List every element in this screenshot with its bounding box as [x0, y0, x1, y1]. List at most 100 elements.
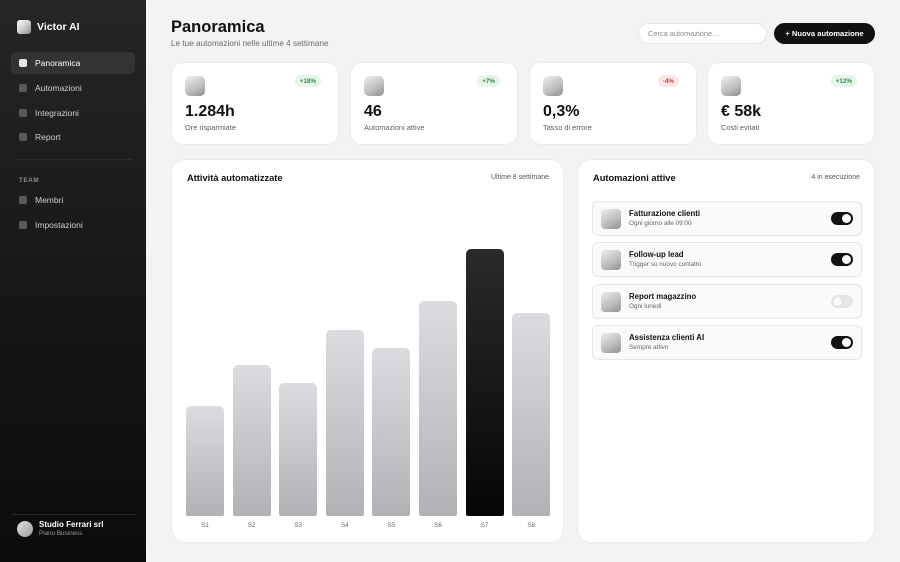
- new-automation-button[interactable]: + Nuova automazione: [774, 23, 875, 44]
- automation-name: Assistenza clienti AI: [629, 333, 705, 342]
- support-icon: [601, 333, 621, 353]
- active-automations-title: Automazioni attive: [593, 173, 676, 183]
- lead-icon: [601, 250, 621, 270]
- automation-row[interactable]: Follow-up lead Trigger su nuovo contatto: [592, 242, 862, 277]
- x-tick-label: S7: [480, 522, 489, 529]
- automation-name: Report magazzino: [629, 292, 697, 301]
- app-name: Victor AI: [37, 21, 80, 33]
- bar-s2[interactable]: [232, 365, 271, 516]
- sidebar-item-report[interactable]: Report: [11, 126, 135, 148]
- automation-row[interactable]: Report magazzino Ogni lunedì: [592, 284, 862, 319]
- clock-icon: [185, 76, 205, 96]
- automation-icon: [19, 83, 27, 92]
- automation-schedule: Ogni lunedì: [629, 303, 662, 310]
- automation-toggle[interactable]: [831, 212, 853, 225]
- x-tick-label: S6: [434, 522, 442, 529]
- sidebar-item-label: Impostazioni: [35, 219, 83, 230]
- stat-value: € 58k: [721, 103, 762, 120]
- dashboard-icon: [19, 59, 27, 67]
- team-section-label: TEAM: [19, 177, 40, 184]
- sidebar-item-label: Report: [35, 132, 61, 143]
- stat-card-error-rate: -4% 0,3% Tasso di errore: [529, 62, 697, 145]
- invoice-icon: [601, 209, 621, 229]
- stat-card-hours-saved: +18% 1.284h Ore risparmiate: [171, 62, 339, 145]
- toggle-knob: [842, 255, 851, 264]
- sidebar-item-panoramica[interactable]: Panoramica: [11, 52, 135, 74]
- x-tick-label: S1: [201, 522, 209, 529]
- automation-toggle[interactable]: [831, 336, 853, 349]
- user-plan: Piano Business: [39, 529, 83, 537]
- x-tick-label: S3: [294, 522, 303, 529]
- alert-icon: [543, 76, 563, 96]
- logo-icon: [17, 20, 31, 34]
- sidebar: Victor AI Panoramica Automazioni Integra…: [0, 0, 146, 562]
- active-automations-panel: Automazioni attive 4 in esecuzione Fattu…: [577, 159, 875, 543]
- page-subtitle: Le tue automazioni nelle ultime 4 settim…: [171, 39, 329, 48]
- automation-toggle[interactable]: [831, 295, 853, 308]
- toggle-knob: [833, 297, 842, 306]
- bar-s6[interactable]: [419, 301, 457, 516]
- warehouse-icon: [601, 292, 621, 312]
- stat-label: Costi evitati: [721, 123, 760, 132]
- toggle-knob: [842, 338, 851, 347]
- stat-label: Tasso di errore: [543, 123, 592, 132]
- running-count: 4 in esecuzione: [811, 174, 860, 181]
- stat-card-active-automations: +7% 46 Automazioni attive: [350, 62, 518, 145]
- bar-s5[interactable]: [372, 348, 411, 516]
- activity-chart-range: Ultime 8 settimane: [491, 174, 549, 181]
- main-nav: Panoramica Automazioni Integrazioni Repo…: [11, 52, 135, 151]
- sidebar-item-integrazioni[interactable]: Integrazioni: [11, 102, 135, 124]
- stat-label: Automazioni attive: [364, 123, 425, 132]
- x-tick-label: S2: [247, 522, 256, 529]
- trend-badge: +7%: [477, 75, 500, 87]
- user-name: Studio Ferrari srl: [39, 520, 104, 530]
- automation-name: Fatturazione clienti: [629, 209, 701, 218]
- stat-card-costs-avoided: +12% € 58k Costi evitati: [707, 62, 875, 145]
- x-tick-label: S8: [527, 522, 536, 529]
- bar-s1[interactable]: [186, 406, 224, 516]
- sidebar-item-label: Panoramica: [35, 58, 81, 68]
- automation-row[interactable]: Fatturazione clienti Ogni giorno alle 09…: [592, 201, 862, 236]
- sidebar-item-automazioni[interactable]: Automazioni: [11, 77, 135, 99]
- user-profile[interactable]: Studio Ferrari srl Piano Business: [17, 520, 104, 537]
- trend-badge: +12%: [830, 75, 857, 87]
- x-tick-label: S5: [387, 522, 396, 529]
- page-title: Panoramica: [171, 18, 265, 36]
- integration-icon: [19, 108, 27, 117]
- euro-icon: [721, 76, 741, 96]
- trend-badge: -4%: [657, 75, 679, 87]
- sidebar-item-impostazioni[interactable]: Impostazioni: [11, 214, 135, 236]
- search-input[interactable]: [638, 23, 767, 44]
- activity-chart-title: Attività automatizzate: [187, 173, 283, 183]
- toggle-knob: [842, 214, 851, 223]
- settings-icon: [19, 220, 27, 229]
- stat-value: 1.284h: [185, 103, 235, 120]
- sidebar-item-label: Membri: [35, 195, 64, 205]
- automation-name: Follow-up lead: [629, 250, 684, 259]
- brand[interactable]: Victor AI: [17, 20, 80, 34]
- trend-badge: +18%: [294, 75, 321, 87]
- automation-schedule: Trigger su nuovo contatto: [629, 261, 702, 268]
- automation-schedule: Ogni giorno alle 09:00: [629, 220, 692, 227]
- stat-label: Ore risparmiate: [185, 123, 236, 132]
- sidebar-item-label: Integrazioni: [35, 107, 79, 118]
- automation-icon: [364, 76, 384, 96]
- team-nav: Membri Impostazioni: [11, 189, 135, 239]
- x-tick-label: S4: [340, 522, 349, 529]
- sidebar-divider: [14, 159, 132, 160]
- members-icon: [19, 196, 27, 204]
- sidebar-item-label: Automazioni: [35, 82, 82, 93]
- report-icon: [19, 133, 27, 142]
- bar-s3[interactable]: [279, 383, 318, 516]
- automation-row[interactable]: Assistenza clienti AI Sempre attivo: [592, 325, 862, 360]
- automation-toggle[interactable]: [831, 253, 853, 266]
- bar-s8[interactable]: [512, 313, 551, 516]
- bar-s4[interactable]: [325, 330, 364, 516]
- avatar: [17, 521, 33, 537]
- stat-value: 0,3%: [543, 103, 580, 120]
- sidebar-footer-divider: [11, 514, 135, 515]
- sidebar-item-membri[interactable]: Membri: [11, 189, 135, 211]
- bar-s7[interactable]: [465, 249, 504, 516]
- activity-chart-panel: Attività automatizzate Ultime 8 settiman…: [171, 159, 564, 543]
- stat-value: 46: [364, 103, 382, 120]
